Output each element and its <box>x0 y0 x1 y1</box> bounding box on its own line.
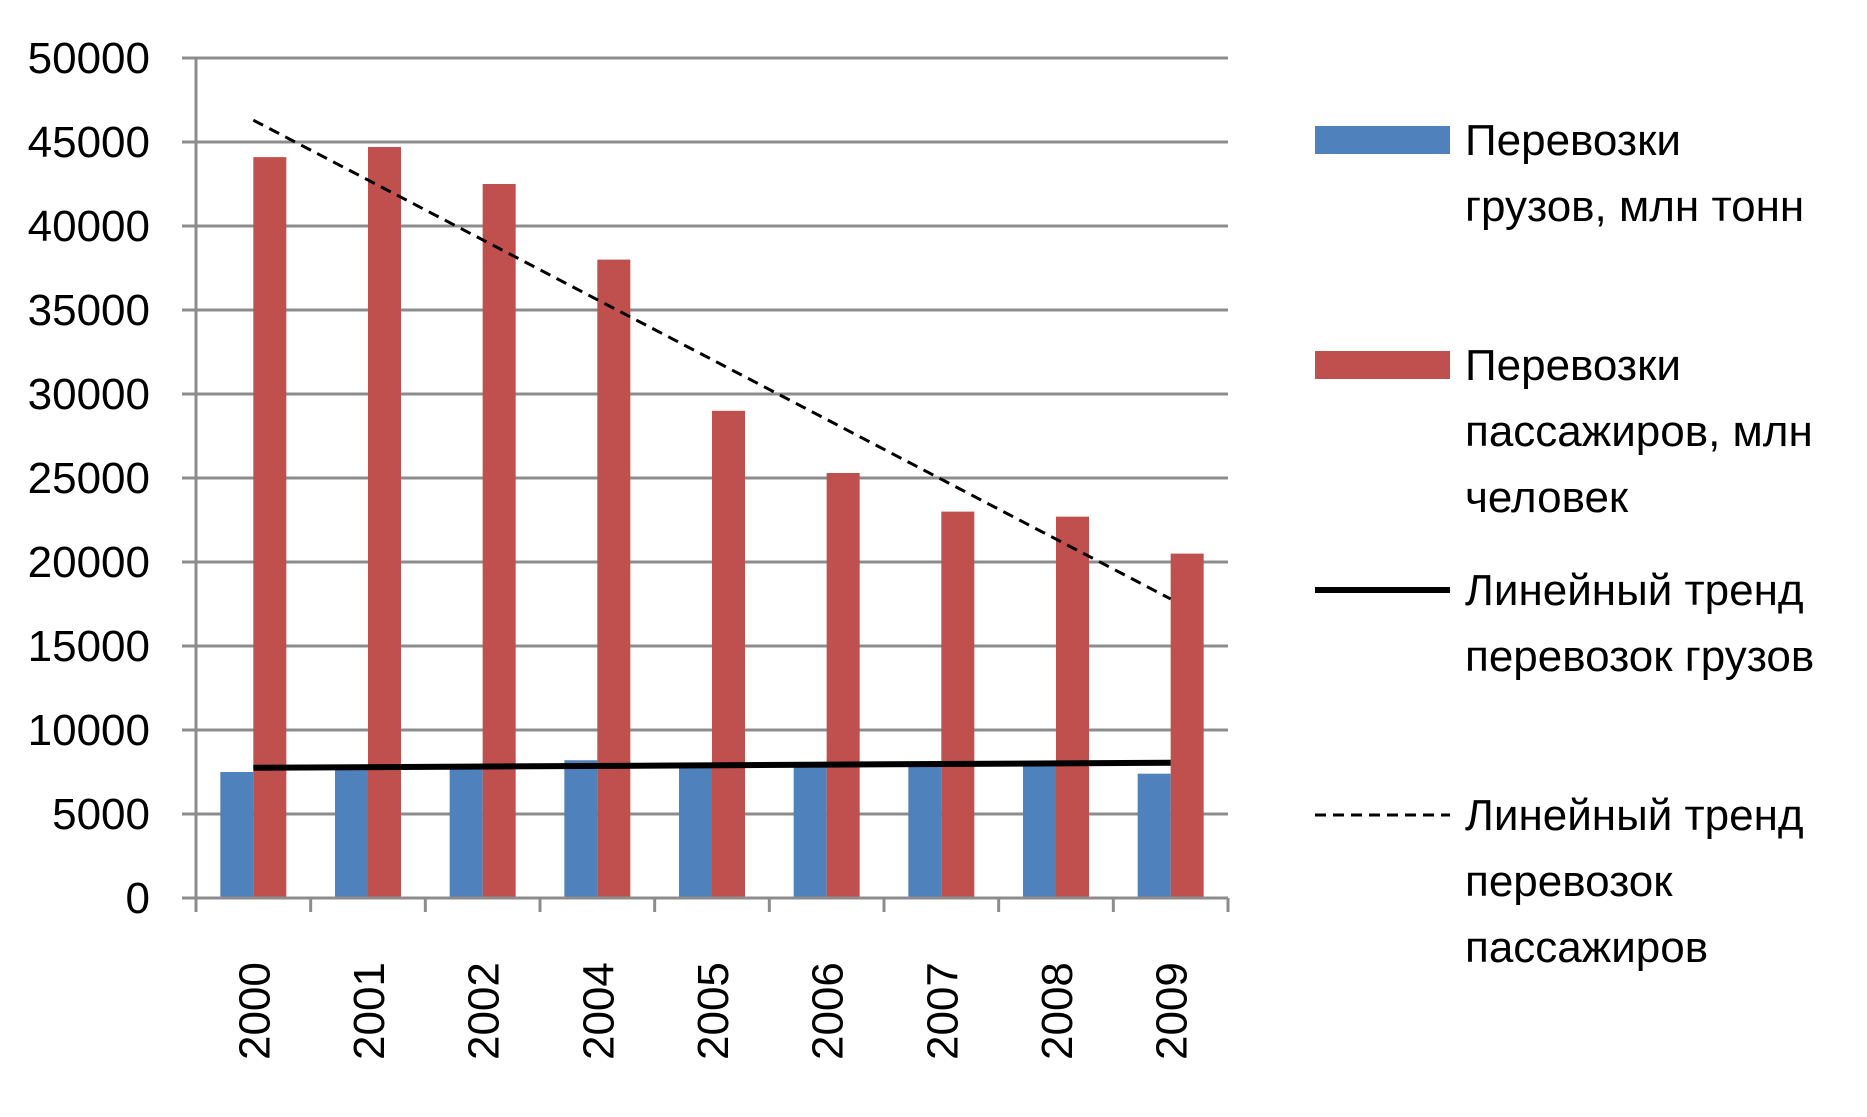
x-tick-label: 2002 <box>460 962 509 1060</box>
legend-label: Перевозки <box>1465 116 1681 165</box>
y-tick-label: 5000 <box>52 790 150 839</box>
bar-passengers <box>941 511 975 898</box>
bar-passengers <box>826 472 860 898</box>
bar-freight <box>1023 763 1056 898</box>
trendlines <box>252 118 1172 771</box>
legend-item-trend-freight: Линейный тренд перевозок грузов <box>1315 566 1814 681</box>
legend-label: Линейный тренд <box>1465 566 1804 615</box>
bar-passengers <box>597 259 631 899</box>
legend-label: перевозок грузов <box>1465 632 1814 681</box>
legend: Перевозки грузов, млн тонн Перевозки пассаж… <box>1315 116 1814 972</box>
x-tick-label: 2001 <box>345 962 394 1060</box>
legend-label: пассажиров <box>1465 923 1708 972</box>
bar-freight <box>793 763 827 898</box>
y-tick-label: 15000 <box>28 622 150 671</box>
legend-label: пассажиров, млн <box>1465 407 1813 456</box>
y-tick-label: 35000 <box>28 286 150 335</box>
trendline-freight <box>253 759 1171 771</box>
bar-freight <box>679 763 712 898</box>
y-tick-label: 0 <box>126 874 150 923</box>
bar-freight <box>449 765 483 898</box>
x-tick-label: 2007 <box>918 962 967 1060</box>
legend-label: Линейный тренд <box>1465 791 1804 840</box>
bar-passengers <box>482 184 516 898</box>
legend-swatch <box>1315 351 1450 379</box>
bar-passengers <box>1056 516 1089 898</box>
y-axis-tick-labels: 0 5000 10000 15000 20000 25000 30000 35000 40000… <box>28 34 150 923</box>
legend-item-passengers: Перевозки пассажиров, млн человек <box>1315 341 1813 522</box>
bar-freight <box>908 763 942 898</box>
bar-passengers <box>1170 553 1204 898</box>
y-tick-label: 20000 <box>28 538 150 587</box>
legend-label: перевозок <box>1465 857 1673 906</box>
bar-freight <box>335 766 368 898</box>
bar-passengers <box>712 410 745 898</box>
x-tick-label: 2006 <box>804 962 853 1060</box>
x-tick-label: 2008 <box>1033 962 1082 1060</box>
y-tick-label: 45000 <box>28 118 150 167</box>
x-tick-label: 2005 <box>689 962 738 1060</box>
y-tick-label: 25000 <box>28 454 150 503</box>
legend-item-freight: Перевозки грузов, млн тонн <box>1315 116 1804 231</box>
bar-freight <box>220 772 254 898</box>
y-tick-label: 50000 <box>28 34 150 83</box>
bar-freight <box>1137 773 1171 898</box>
trendline-passengers <box>252 118 1172 601</box>
x-tick-label: 2004 <box>574 962 623 1060</box>
x-axis-tick-labels: 2000 2001 2002 2004 2005 2006 2007 2008 2009 <box>230 962 1196 1060</box>
legend-swatch <box>1315 126 1450 154</box>
y-tick-label: 40000 <box>28 202 150 251</box>
legend-label: человек <box>1465 473 1629 522</box>
y-tick-label: 10000 <box>28 706 150 755</box>
legend-item-trend-passengers: Линейный тренд перевозок пассажиров <box>1315 791 1804 972</box>
legend-label: грузов, млн тонн <box>1465 182 1804 231</box>
x-tick-label: 2009 <box>1148 962 1197 1060</box>
axes <box>182 56 1230 912</box>
bar-passengers <box>368 147 401 899</box>
y-tick-label: 30000 <box>28 370 150 419</box>
bar-passengers <box>253 157 287 898</box>
x-tick-label: 2000 <box>230 962 279 1060</box>
bars <box>220 147 1204 899</box>
legend-label: Перевозки <box>1465 341 1681 390</box>
bar-freight <box>564 760 598 898</box>
